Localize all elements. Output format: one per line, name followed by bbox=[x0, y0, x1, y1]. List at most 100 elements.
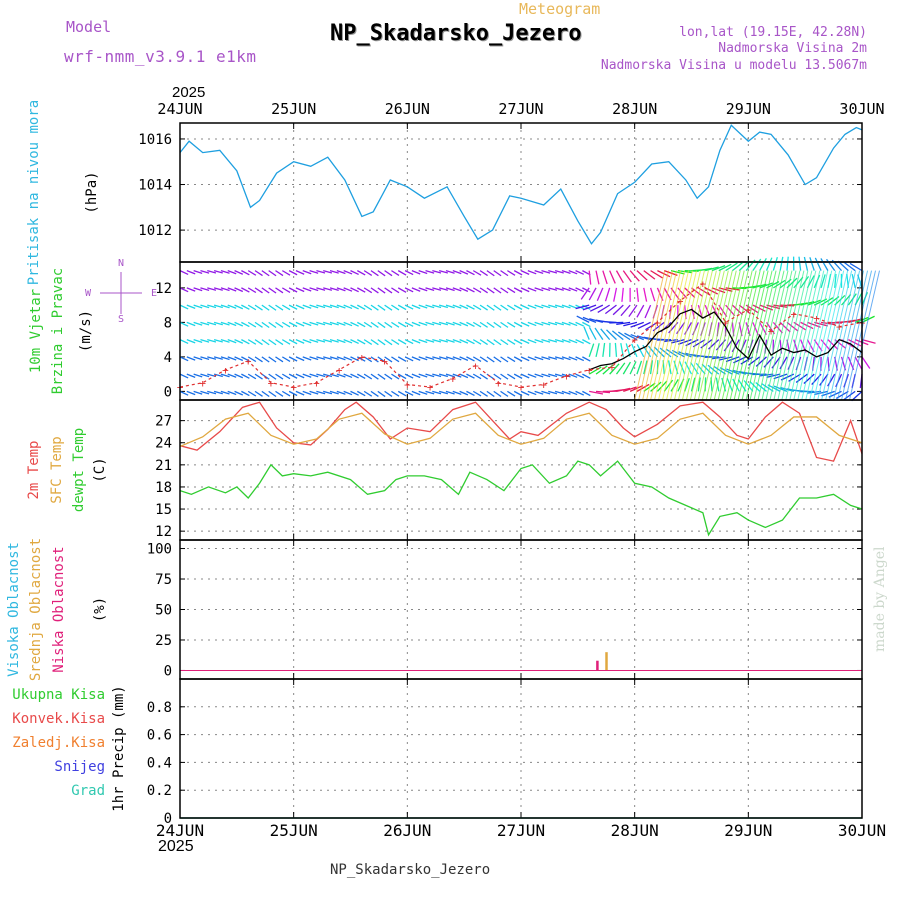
y-tick-label: 21 bbox=[155, 458, 172, 474]
wind-barb bbox=[554, 321, 564, 326]
wind-barb bbox=[411, 373, 421, 379]
wind-barb bbox=[384, 373, 393, 380]
wind-barb bbox=[268, 339, 277, 346]
wind-barb bbox=[604, 304, 617, 315]
wind-gust-marker: + bbox=[404, 378, 411, 391]
time-tick-bottom: 27JUN bbox=[497, 821, 545, 840]
wind-barb bbox=[193, 390, 203, 395]
wind-barb bbox=[677, 287, 688, 299]
wind-barb bbox=[227, 373, 237, 378]
wind-barb bbox=[336, 390, 346, 395]
wind-barb bbox=[391, 356, 400, 363]
wind-barb bbox=[452, 373, 462, 378]
wind-barb bbox=[472, 390, 482, 397]
wind-barb bbox=[254, 339, 263, 346]
wind-barb bbox=[302, 373, 312, 378]
wind-barb bbox=[493, 270, 502, 277]
wind-barb bbox=[713, 365, 726, 375]
wind-barb bbox=[384, 321, 393, 328]
wind-barb bbox=[363, 356, 373, 363]
wind-barb bbox=[779, 321, 791, 333]
wind-barb bbox=[861, 338, 876, 344]
wind-barb bbox=[554, 373, 564, 378]
wind-barb bbox=[759, 257, 767, 271]
wind-barb bbox=[820, 274, 826, 289]
wind-barb bbox=[391, 270, 400, 277]
wind-barb bbox=[438, 321, 449, 326]
wind-barb bbox=[807, 390, 822, 394]
wind-barb bbox=[302, 390, 312, 396]
wind-barb bbox=[268, 287, 277, 294]
wind-barb bbox=[220, 321, 230, 326]
wind-gust-marker: + bbox=[199, 377, 206, 390]
wind-barb bbox=[200, 390, 210, 395]
strong-wind-hatch bbox=[658, 270, 690, 401]
wind-barb bbox=[602, 342, 606, 357]
wind-barb bbox=[718, 287, 733, 292]
wind-barb bbox=[377, 373, 386, 380]
wind-barb bbox=[507, 304, 516, 311]
lonlat-label: lon,lat (19.15E, 42.28N) bbox=[679, 25, 867, 40]
wind-barb bbox=[350, 304, 359, 310]
wind-barb bbox=[227, 270, 237, 275]
direction-key-letter: S bbox=[118, 314, 124, 325]
wind-barb bbox=[623, 386, 637, 392]
wind-barb bbox=[472, 339, 482, 345]
strong-wind-hatch bbox=[821, 270, 853, 401]
wind-barb bbox=[411, 321, 421, 327]
wind-barb bbox=[507, 373, 516, 380]
panel-ylabel: Brzina i Pravac bbox=[50, 268, 66, 394]
wind-barb bbox=[595, 270, 600, 285]
wind-barb bbox=[459, 321, 469, 327]
wind-barb bbox=[466, 321, 475, 327]
wind-barb bbox=[616, 387, 631, 393]
wind-barb bbox=[568, 321, 578, 327]
precip-legend-entry: Zaledj.Kisa bbox=[12, 735, 105, 751]
wind-barb bbox=[241, 390, 250, 397]
wind-gust-marker: + bbox=[518, 381, 525, 394]
wind-barb bbox=[309, 270, 319, 274]
wind-barb bbox=[636, 344, 645, 358]
wind-barb bbox=[520, 373, 530, 379]
wind-barb bbox=[541, 269, 551, 274]
wind-barb bbox=[779, 256, 784, 271]
wind-barb bbox=[597, 304, 611, 314]
wind-barb bbox=[725, 304, 736, 317]
footer-title: NP_Skadarsko_Jezero bbox=[330, 862, 491, 878]
wind-barb bbox=[670, 269, 685, 275]
strong-wind-hatch bbox=[773, 270, 805, 401]
wind-barb bbox=[418, 373, 428, 378]
wind-barb bbox=[600, 328, 611, 341]
wind-barb bbox=[418, 356, 428, 361]
wind-gust-marker: + bbox=[745, 303, 752, 316]
wind-barb bbox=[527, 356, 537, 361]
wind-barb bbox=[486, 339, 495, 346]
time-tick-top: 28JUN bbox=[612, 100, 657, 118]
panel-ylabel: 2m Temp bbox=[26, 440, 42, 499]
wind-barb bbox=[631, 343, 638, 358]
wind-barb bbox=[809, 257, 815, 271]
wind-barb bbox=[554, 304, 564, 309]
model-name: wrf-nmm_v3.9.1 e1km bbox=[64, 47, 257, 66]
wind-barb bbox=[653, 346, 665, 358]
wind-barb bbox=[554, 356, 564, 360]
wind-barb bbox=[200, 269, 210, 274]
wind-barb bbox=[636, 383, 650, 392]
strong-wind-hatch bbox=[745, 270, 777, 401]
wind-barb bbox=[220, 373, 230, 378]
wind-barb bbox=[418, 270, 428, 275]
wind-barb bbox=[575, 339, 585, 344]
wind-barb bbox=[241, 356, 250, 362]
precip-legend-entry: Ukupna Kisa bbox=[12, 687, 105, 703]
wind-barb bbox=[575, 390, 585, 396]
wind-barb bbox=[582, 304, 597, 311]
wind-barb bbox=[316, 304, 326, 309]
wind-barb bbox=[541, 287, 551, 291]
wind-barb bbox=[861, 356, 871, 369]
wind-barb bbox=[452, 304, 462, 309]
wind-barb bbox=[520, 287, 530, 293]
wind-barb bbox=[786, 256, 789, 271]
wind-barb bbox=[323, 287, 333, 291]
wind-barb bbox=[615, 270, 624, 284]
wind-barb bbox=[200, 356, 210, 360]
